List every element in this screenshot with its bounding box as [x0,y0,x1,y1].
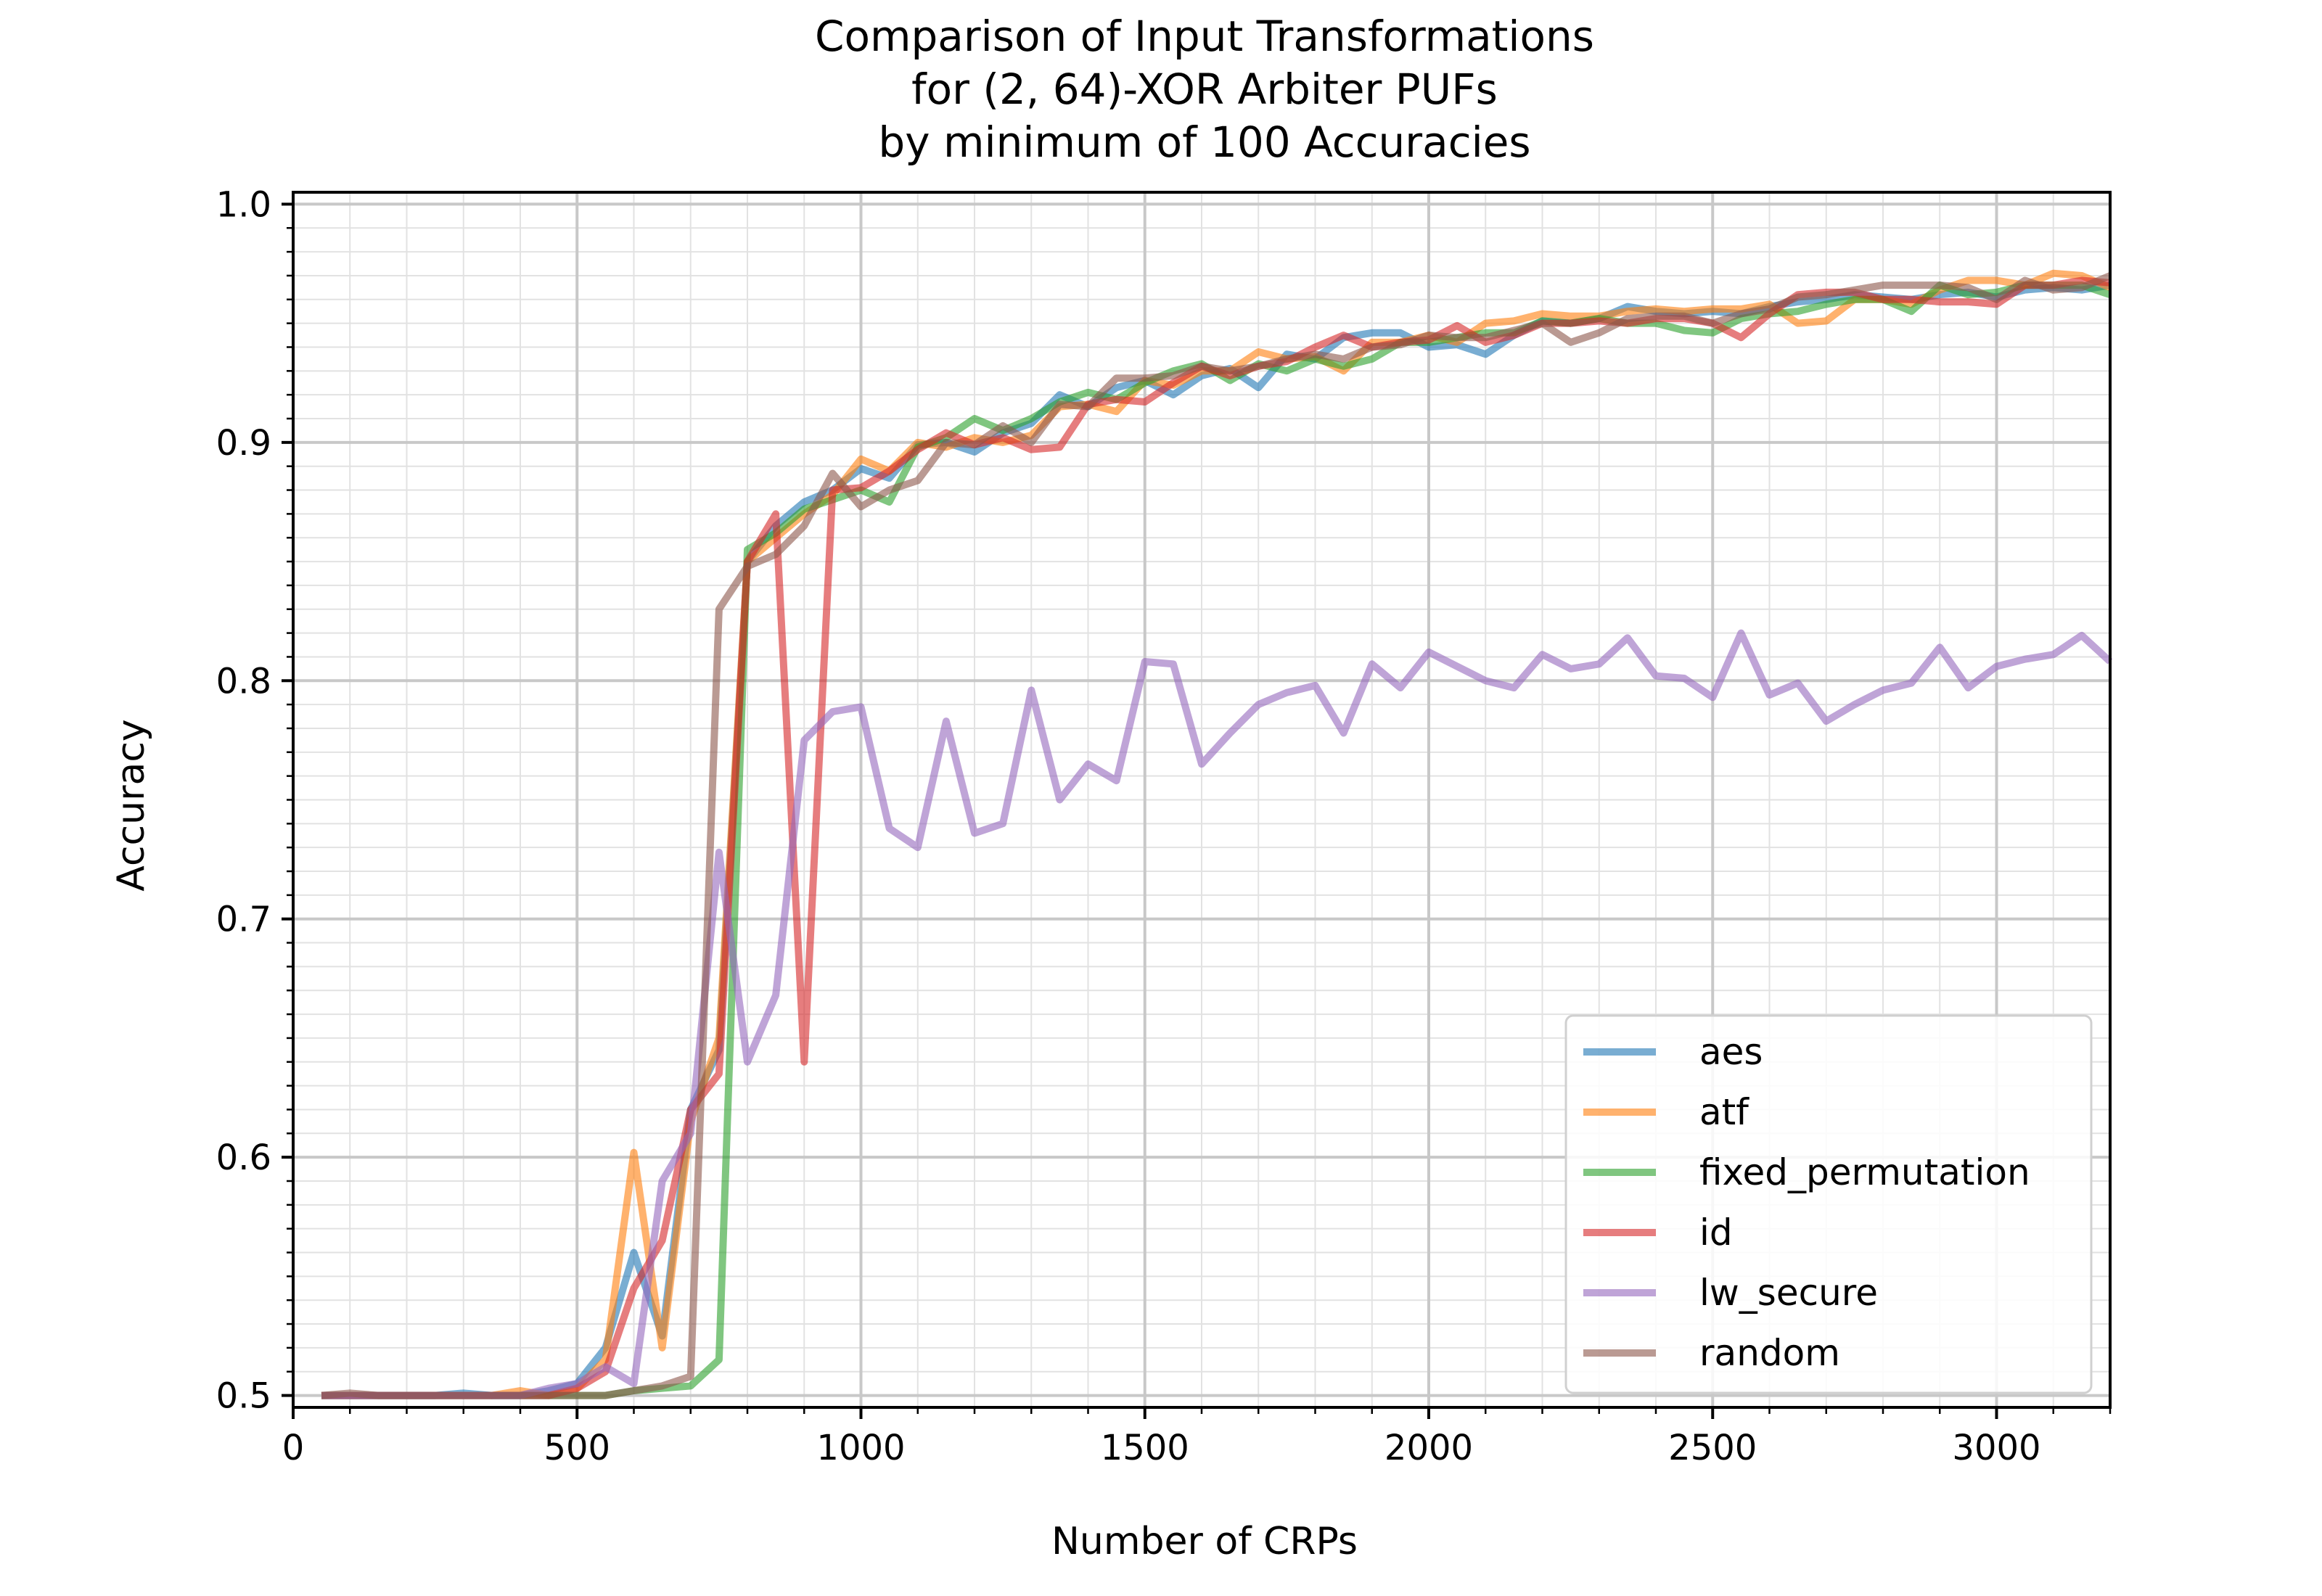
chart-title-line-1: Comparison of Input Transformations [815,12,1594,61]
legend-label-lw-secure: lw_secure [1699,1272,1878,1314]
y-tick-label: 0.7 [216,900,271,940]
x-tick-label: 0 [282,1428,305,1468]
y-tick-label: 0.8 [216,661,271,702]
y-tick-label: 0.6 [216,1138,271,1178]
chart-title-line-2: for (2, 64)-XOR Arbiter PUFs [911,65,1498,114]
axis-ticks: 0 500 1000 1500 2000 2500 3000 0.5 0.6 0.7 0.8 0.9 1… [216,184,2112,1468]
x-tick-label: 2000 [1384,1428,1473,1468]
y-tick-label: 1.0 [216,184,271,225]
x-tick-label: 2500 [1668,1428,1757,1468]
y-tick-label: 0.5 [216,1376,271,1417]
x-axis-label: Number of CRPs [1051,1520,1358,1563]
x-tick-label: 1500 [1101,1428,1189,1468]
series-line-random [321,272,2112,1399]
y-tick-label: 0.9 [216,423,271,464]
series-line-lw-secure [321,629,2113,1399]
series-lines [321,269,2113,1399]
legend-label-atf: atf [1699,1091,1749,1133]
legend-box [1564,1014,2093,1394]
legend-label-fixed-permutation: fixed_permutation [1699,1151,2030,1193]
chart-title-line-3: by minimum of 100 Accuracies [878,118,1530,167]
legend-label-random: random [1699,1332,1840,1374]
x-tick-label: 500 [543,1428,610,1468]
x-tick-label: 1000 [816,1428,905,1468]
legend-label-aes: aes [1699,1031,1763,1073]
legend-label-id: id [1699,1212,1733,1254]
x-tick-label: 3000 [1952,1428,2040,1468]
y-axis-label: Accuracy [110,719,153,891]
